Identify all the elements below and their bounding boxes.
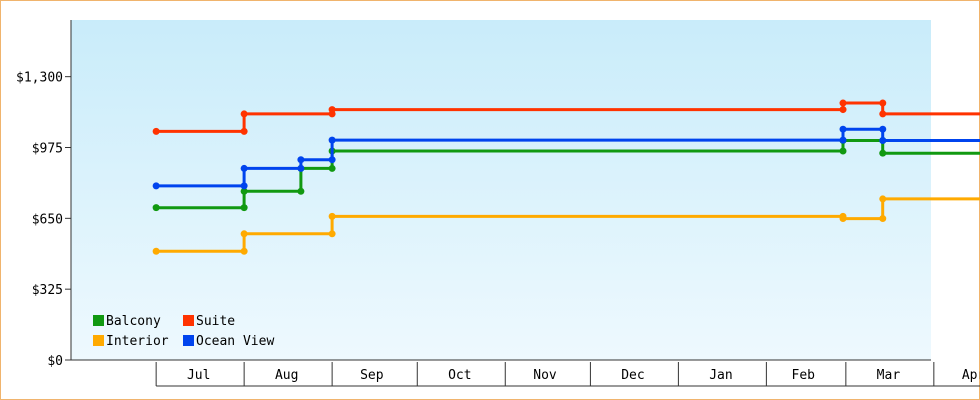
x-tick-label: Dec bbox=[621, 368, 644, 383]
data-point-balcony bbox=[152, 204, 160, 212]
data-point-ocean-view bbox=[839, 125, 847, 133]
x-tick-label: Mar bbox=[877, 368, 901, 383]
data-point-interior bbox=[240, 247, 248, 255]
y-tick-label: $975 bbox=[32, 142, 63, 157]
data-point-interior bbox=[328, 212, 336, 220]
x-tick-label: Jul bbox=[187, 368, 210, 383]
y-tick-label: $1,300 bbox=[16, 71, 63, 86]
data-point-ocean-view bbox=[297, 164, 305, 172]
legend-label-interior: Interior bbox=[106, 334, 169, 349]
data-point-balcony bbox=[839, 147, 847, 155]
data-point-suite bbox=[879, 110, 887, 118]
data-point-ocean-view bbox=[879, 137, 887, 145]
data-point-interior bbox=[839, 215, 847, 223]
series-interior bbox=[152, 195, 980, 255]
y-tick-label: $650 bbox=[32, 212, 63, 227]
plot-area bbox=[71, 20, 931, 360]
x-tick-label: Nov bbox=[533, 368, 557, 383]
data-point-suite bbox=[879, 99, 887, 107]
legend-swatch-interior bbox=[93, 335, 104, 346]
data-point-interior bbox=[879, 215, 887, 223]
data-point-ocean-view bbox=[879, 125, 887, 133]
series-line-balcony bbox=[156, 139, 980, 210]
data-point-suite bbox=[240, 127, 248, 135]
data-point-interior bbox=[240, 230, 248, 238]
data-point-suite bbox=[839, 99, 847, 107]
series-suite bbox=[152, 99, 980, 135]
legend-label-ocean-view: Ocean View bbox=[196, 334, 274, 349]
data-point-ocean-view bbox=[328, 136, 336, 144]
y-tick-label: $325 bbox=[32, 283, 63, 298]
legend-swatch-suite bbox=[183, 315, 194, 326]
legend-label-balcony: Balcony bbox=[106, 314, 161, 329]
data-point-balcony bbox=[328, 164, 336, 172]
x-tick-label: Aug bbox=[275, 368, 298, 383]
data-point-ocean-view bbox=[240, 182, 248, 190]
series-ocean-view bbox=[152, 125, 980, 190]
data-point-interior bbox=[328, 230, 336, 238]
y-tick-label: $0 bbox=[47, 354, 63, 369]
data-point-interior bbox=[152, 247, 160, 255]
legend-swatch-balcony bbox=[93, 315, 104, 326]
x-tick-label: Oct bbox=[448, 368, 471, 383]
data-point-suite bbox=[152, 127, 160, 135]
data-point-ocean-view bbox=[152, 182, 160, 190]
data-point-interior bbox=[879, 195, 887, 203]
legend-label-suite: Suite bbox=[196, 314, 235, 329]
data-point-balcony bbox=[240, 204, 248, 212]
x-tick-label: Apr bbox=[962, 368, 980, 383]
data-point-balcony bbox=[879, 149, 887, 157]
data-point-ocean-view bbox=[297, 156, 305, 164]
data-point-suite bbox=[240, 110, 248, 118]
data-point-ocean-view bbox=[328, 156, 336, 164]
data-point-balcony bbox=[240, 187, 248, 195]
data-point-suite bbox=[839, 106, 847, 114]
data-point-ocean-view bbox=[839, 136, 847, 144]
x-tick-label: Sep bbox=[360, 368, 384, 383]
x-tick-label: Jan bbox=[709, 368, 732, 383]
x-tick-label: Feb bbox=[792, 368, 816, 383]
data-point-suite bbox=[328, 106, 336, 114]
legend-swatch-ocean-view bbox=[183, 335, 194, 346]
data-point-ocean-view bbox=[240, 164, 248, 172]
data-point-balcony bbox=[297, 187, 305, 195]
